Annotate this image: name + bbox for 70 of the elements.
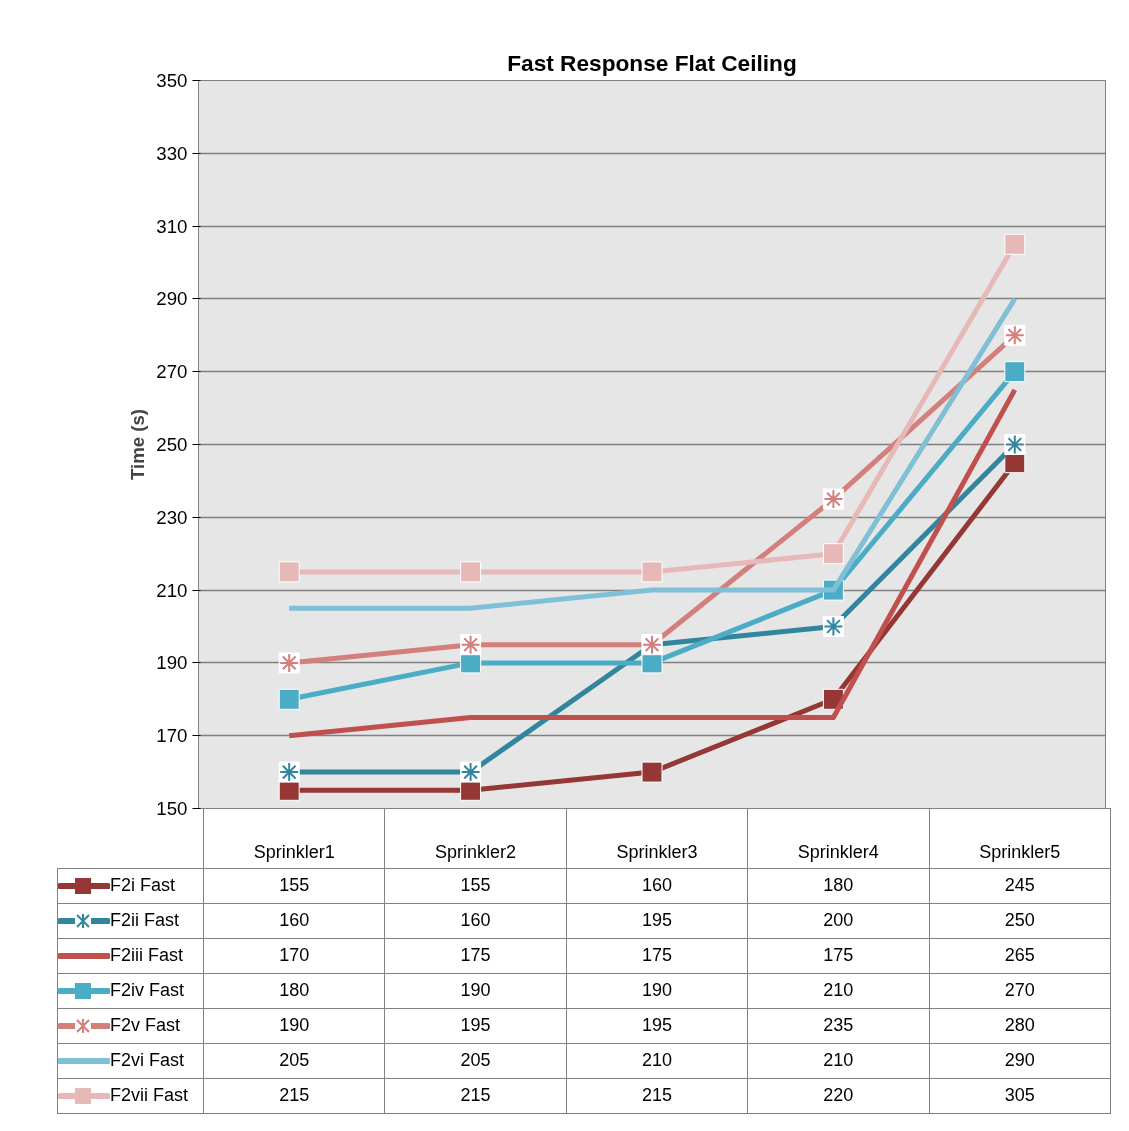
point [641,761,663,783]
data-label: 210 [747,1043,930,1079]
point [460,561,482,583]
point [278,561,300,583]
data-label: 205 [203,1043,385,1079]
data-label: 290 [929,1043,1111,1079]
y-axis-title: Time (s) [127,408,149,481]
data-label: 180 [203,973,385,1009]
data-label: 215 [203,1078,385,1114]
y-tick-label: 330 [156,142,188,164]
data-label: 200 [747,903,930,939]
y-tick-label: 170 [156,725,188,747]
x-tick-label: Sprinkler4 [747,808,930,869]
data-label: 235 [747,1008,930,1044]
legend-label: F2vi Fast [57,1043,204,1079]
legend-label: F2vii Fast [57,1078,204,1114]
x-tick-label: Sprinkler5 [929,808,1111,869]
data-label: 195 [384,1008,567,1044]
data-label: 250 [929,903,1111,939]
y-tick-label: 290 [156,288,188,310]
y-tick-label: 350 [156,70,188,91]
legend-label: F2i Fast [57,868,204,904]
data-label: 210 [566,1043,748,1079]
point [641,652,663,674]
data-label: 270 [929,973,1111,1009]
data-label: 175 [384,938,567,974]
data-label: 160 [203,903,385,939]
legend-label: F2iv Fast [57,973,204,1009]
data-label: 205 [384,1043,567,1079]
data-label: 160 [566,868,748,904]
data-label: 160 [384,903,567,939]
y-tick-label: 230 [156,506,188,528]
y-tick-label: 250 [156,434,188,455]
point [460,652,482,674]
y-tick-label: 150 [156,798,188,819]
point [1004,361,1026,383]
point [1004,233,1026,255]
y-tick-label: 210 [156,579,188,601]
data-label: 280 [929,1008,1111,1044]
legend-label: F2v Fast [57,1008,204,1044]
data-label: 155 [384,868,567,904]
data-label: 180 [747,868,930,904]
y-tick-label: 310 [156,215,188,237]
x-tick-label: Sprinkler1 [203,808,385,869]
legend-label: F2ii Fast [57,903,204,939]
data-label: 215 [566,1078,748,1114]
data-label: 155 [203,868,385,904]
y-tick-label: 190 [156,652,188,674]
x-tick-label: Sprinkler2 [384,808,567,869]
y-tick-label: 270 [156,361,188,383]
data-label: 190 [384,973,567,1009]
data-label: 245 [929,868,1111,904]
data-label: 195 [566,903,748,939]
data-label: 175 [747,938,930,974]
data-label: 265 [929,938,1111,974]
x-tick-label: Sprinkler3 [566,808,748,869]
point [278,688,300,710]
point [822,543,844,565]
data-label: 210 [747,973,930,1009]
legend-label: F2iii Fast [57,938,204,974]
data-label: 195 [566,1008,748,1044]
data-label: 190 [203,1008,385,1044]
data-label: 170 [203,938,385,974]
data-label: 305 [929,1078,1111,1114]
chart-title: Fast Response Flat Ceiling [507,49,797,76]
data-label: 215 [384,1078,567,1114]
data-label: 190 [566,973,748,1009]
point [641,561,663,583]
data-label: 175 [566,938,748,974]
data-label: 220 [747,1078,930,1114]
